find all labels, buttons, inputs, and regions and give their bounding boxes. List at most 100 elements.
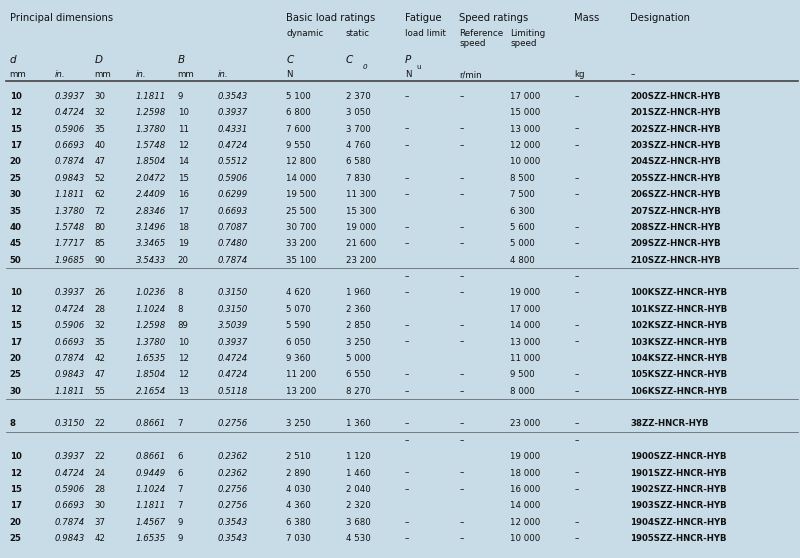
Text: 0.5906: 0.5906 [54, 124, 85, 133]
Text: 11 200: 11 200 [286, 371, 317, 379]
Text: 0.9843: 0.9843 [54, 174, 85, 183]
Text: 13 200: 13 200 [286, 387, 317, 396]
Text: 20: 20 [10, 354, 22, 363]
Text: 0.8661: 0.8661 [136, 420, 166, 429]
Text: 0.4724: 0.4724 [54, 305, 85, 314]
Text: in.: in. [136, 70, 146, 79]
Text: 0.5118: 0.5118 [218, 387, 248, 396]
Text: 8 270: 8 270 [346, 387, 370, 396]
Text: –: – [574, 469, 578, 478]
Text: 0.7874: 0.7874 [54, 518, 85, 527]
Text: 5 600: 5 600 [510, 223, 535, 232]
Text: –: – [405, 436, 409, 445]
Text: speed: speed [459, 39, 486, 48]
Text: 0.7087: 0.7087 [218, 223, 248, 232]
Text: 1.1811: 1.1811 [136, 502, 166, 511]
Text: –: – [574, 420, 578, 429]
Text: –: – [459, 338, 463, 347]
Text: 209SZZ-HNCR-HYB: 209SZZ-HNCR-HYB [630, 239, 721, 248]
Text: 13: 13 [178, 387, 189, 396]
Text: 25: 25 [10, 371, 22, 379]
Text: 1.1811: 1.1811 [54, 387, 85, 396]
Text: 24: 24 [94, 469, 106, 478]
Text: 12 000: 12 000 [510, 518, 541, 527]
Text: 10 000: 10 000 [510, 534, 541, 543]
Text: 0.2362: 0.2362 [218, 452, 248, 461]
Text: 6 050: 6 050 [286, 338, 311, 347]
Text: 40: 40 [94, 141, 106, 150]
Text: C: C [346, 55, 353, 65]
Text: Basic load ratings: Basic load ratings [286, 13, 376, 23]
Text: 4 530: 4 530 [346, 534, 370, 543]
Text: 0.6299: 0.6299 [218, 190, 248, 199]
Text: 32: 32 [94, 108, 106, 117]
Text: 0.4724: 0.4724 [54, 469, 85, 478]
Text: 0.3937: 0.3937 [54, 452, 85, 461]
Text: 1 120: 1 120 [346, 452, 370, 461]
Text: –: – [405, 485, 409, 494]
Text: 1.2598: 1.2598 [136, 321, 166, 330]
Text: –: – [405, 124, 409, 133]
Text: 55: 55 [94, 387, 106, 396]
Text: 89: 89 [178, 321, 189, 330]
Text: –: – [459, 223, 463, 232]
Text: 2 320: 2 320 [346, 502, 370, 511]
Text: 25 500: 25 500 [286, 206, 317, 215]
Text: 0.7874: 0.7874 [54, 354, 85, 363]
Text: 25: 25 [10, 534, 22, 543]
Text: 0.3937: 0.3937 [54, 92, 85, 101]
Text: Mass: Mass [574, 13, 600, 23]
Text: 14: 14 [178, 157, 189, 166]
Text: 2 040: 2 040 [346, 485, 370, 494]
Text: 0.3150: 0.3150 [218, 305, 248, 314]
Text: 1902SZZ-HNCR-HYB: 1902SZZ-HNCR-HYB [630, 485, 727, 494]
Text: 1900SZZ-HNCR-HYB: 1900SZZ-HNCR-HYB [630, 452, 727, 461]
Text: 19: 19 [178, 239, 189, 248]
Text: –: – [574, 124, 578, 133]
Text: mm: mm [10, 70, 26, 79]
Text: 35: 35 [94, 338, 106, 347]
Text: 8: 8 [10, 420, 16, 429]
Text: 201SZZ-HNCR-HYB: 201SZZ-HNCR-HYB [630, 108, 721, 117]
Text: –: – [405, 141, 409, 150]
Text: 7: 7 [178, 420, 183, 429]
Text: 12: 12 [10, 108, 22, 117]
Text: 9 500: 9 500 [510, 371, 535, 379]
Text: 1 460: 1 460 [346, 469, 370, 478]
Text: 3 250: 3 250 [346, 338, 370, 347]
Text: in.: in. [218, 70, 228, 79]
Text: –: – [459, 534, 463, 543]
Text: –: – [574, 485, 578, 494]
Text: –: – [405, 288, 409, 297]
Text: dynamic: dynamic [286, 29, 324, 38]
Text: 15: 15 [178, 174, 189, 183]
Text: 19 500: 19 500 [286, 190, 317, 199]
Text: –: – [405, 92, 409, 101]
Text: 0.8661: 0.8661 [136, 452, 166, 461]
Text: 0.4724: 0.4724 [218, 371, 248, 379]
Text: 14 000: 14 000 [286, 174, 317, 183]
Text: –: – [405, 272, 409, 281]
Text: 7 830: 7 830 [346, 174, 370, 183]
Text: 90: 90 [94, 256, 106, 264]
Text: in.: in. [54, 70, 65, 79]
Text: 102KSZZ-HNCR-HYB: 102KSZZ-HNCR-HYB [630, 321, 728, 330]
Text: 9: 9 [178, 534, 183, 543]
Text: 1.3780: 1.3780 [54, 206, 85, 215]
Text: –: – [459, 190, 463, 199]
Text: 80: 80 [94, 223, 106, 232]
Text: 3 700: 3 700 [346, 124, 370, 133]
Text: 16: 16 [178, 190, 189, 199]
Text: –: – [459, 387, 463, 396]
Text: 4 800: 4 800 [510, 256, 535, 264]
Text: 3.5039: 3.5039 [218, 321, 248, 330]
Text: 16 000: 16 000 [510, 485, 541, 494]
Text: 10: 10 [178, 108, 189, 117]
Text: –: – [459, 420, 463, 429]
Text: 2 510: 2 510 [286, 452, 311, 461]
Text: –: – [405, 518, 409, 527]
Text: 0.3937: 0.3937 [54, 288, 85, 297]
Text: 205SZZ-HNCR-HYB: 205SZZ-HNCR-HYB [630, 174, 721, 183]
Text: –: – [459, 174, 463, 183]
Text: 17: 17 [10, 141, 22, 150]
